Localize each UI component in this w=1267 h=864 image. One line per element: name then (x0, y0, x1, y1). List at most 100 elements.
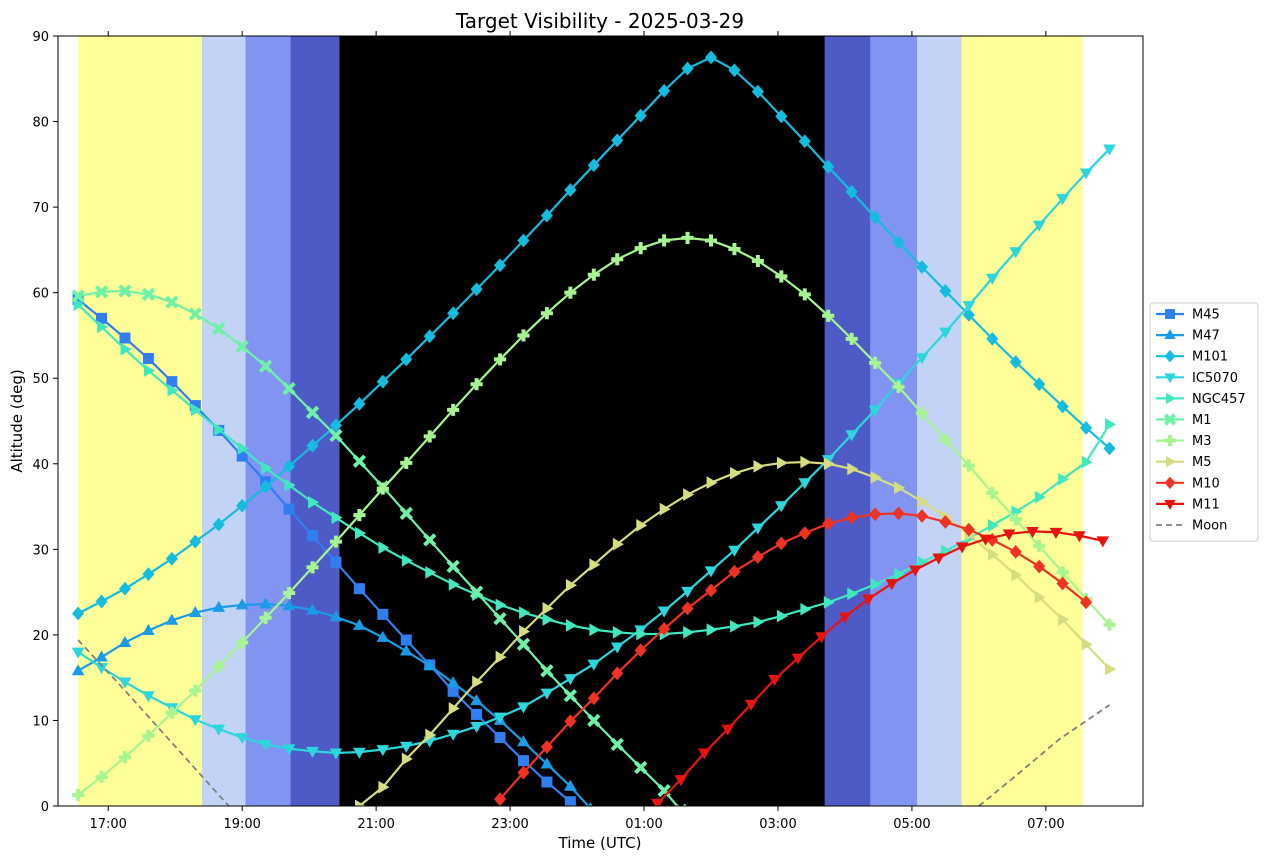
point-m101 (259, 480, 272, 494)
point-m10 (869, 507, 882, 522)
y-tick-label: 70 (32, 201, 49, 216)
point-ic5070 (517, 702, 530, 714)
y-tick-label: 30 (32, 543, 49, 558)
point-m47 (212, 600, 226, 612)
point-m3 (845, 332, 858, 345)
point-m5 (683, 488, 695, 501)
legend-label: M45 (1192, 308, 1220, 323)
point-ic5070 (142, 691, 155, 703)
series-m101 (72, 50, 1116, 621)
point-m47 (306, 603, 319, 615)
point-ngc457 (1105, 418, 1117, 431)
point-m5 (823, 457, 835, 471)
point-m101 (376, 374, 389, 389)
point-m45 (72, 294, 84, 306)
point-m10 (493, 792, 507, 806)
point-m45 (377, 608, 389, 620)
point-m47 (423, 659, 437, 671)
legend-marker (1164, 350, 1176, 363)
point-ngc457 (706, 623, 718, 637)
point-ngc457 (776, 609, 788, 623)
point-m101 (564, 183, 577, 197)
legend-item-m1: M1 (1156, 413, 1212, 428)
point-m1 (212, 321, 226, 336)
point-ngc457 (987, 519, 999, 532)
point-m10 (962, 522, 975, 537)
point-m45 (353, 583, 365, 595)
point-m3 (1009, 513, 1022, 526)
point-ic5070 (1056, 194, 1069, 206)
point-m5 (1058, 613, 1070, 626)
point-ic5070 (1079, 168, 1093, 180)
point-m101 (751, 84, 764, 99)
point-m1 (71, 289, 85, 303)
point-m101 (704, 50, 718, 65)
band-5 (824, 36, 871, 806)
point-m3 (329, 535, 342, 548)
point-m3 (869, 356, 882, 369)
point-ngc457 (636, 627, 648, 641)
y-tick-label: 80 (32, 116, 49, 131)
point-ic5070 (399, 741, 413, 753)
point-m47 (329, 610, 343, 622)
point-ngc457 (730, 620, 742, 633)
point-m3 (939, 433, 952, 446)
legend-label: M11 (1192, 497, 1220, 512)
point-m5 (495, 650, 507, 664)
point-m3 (423, 430, 436, 443)
point-ngc457 (589, 623, 601, 637)
point-ic5070 (962, 301, 976, 313)
point-m47 (564, 779, 577, 791)
legend-item-m101: M101 (1156, 350, 1228, 365)
legend-label: M101 (1192, 350, 1228, 365)
point-m3 (95, 770, 108, 783)
point-m10 (517, 765, 530, 780)
point-ngc457 (894, 567, 906, 581)
x-tick-label: 19:00 (223, 817, 260, 832)
point-m11 (674, 775, 688, 787)
point-m1 (118, 284, 132, 298)
point-ngc457 (800, 602, 812, 616)
point-m3 (822, 309, 835, 322)
point-m45 (236, 450, 248, 462)
point-ic5070 (775, 501, 788, 513)
point-m101 (658, 83, 671, 98)
band-2 (245, 36, 291, 806)
legend: M45 M47 M101 IC5070 NGC457 M1 M3 M5 M10 M11 Moon (1149, 302, 1259, 542)
point-m3 (681, 231, 694, 244)
point-ngc457 (519, 606, 531, 619)
point-m3 (353, 509, 366, 522)
x-axis: 17:00 19:00 21:00 23:00 01:00 03:00 05:00 07:00 (89, 31, 1065, 832)
point-m11 (862, 594, 875, 606)
point-m101 (329, 418, 342, 433)
point-ngc457 (683, 625, 695, 639)
point-ngc457 (870, 578, 882, 591)
point-m1 (258, 359, 273, 373)
y-tick-label: 20 (32, 629, 49, 644)
point-m45 (400, 634, 412, 646)
point-m101 (118, 581, 132, 596)
y-tick-label: 40 (32, 458, 49, 473)
point-m3 (118, 751, 132, 764)
point-m101 (1033, 377, 1046, 392)
point-m3 (517, 329, 530, 342)
point-m45 (585, 813, 596, 824)
point-m47 (540, 757, 554, 769)
point-m3 (259, 611, 272, 624)
point-m10 (1009, 545, 1022, 559)
point-ngc457 (378, 541, 390, 554)
point-m5 (753, 460, 765, 473)
y-axis-label: Altitude (deg) (8, 369, 26, 472)
point-m5 (519, 625, 531, 638)
x-tick-label: 23:00 (491, 817, 528, 832)
point-ic5070 (845, 430, 858, 442)
point-m47 (118, 635, 132, 647)
point-m101 (845, 184, 858, 199)
point-m3 (72, 788, 85, 801)
legend-label: M5 (1192, 455, 1212, 470)
point-ngc457 (97, 320, 109, 334)
point-m11 (1049, 527, 1063, 539)
point-m5 (706, 476, 718, 489)
point-m101 (236, 498, 249, 513)
